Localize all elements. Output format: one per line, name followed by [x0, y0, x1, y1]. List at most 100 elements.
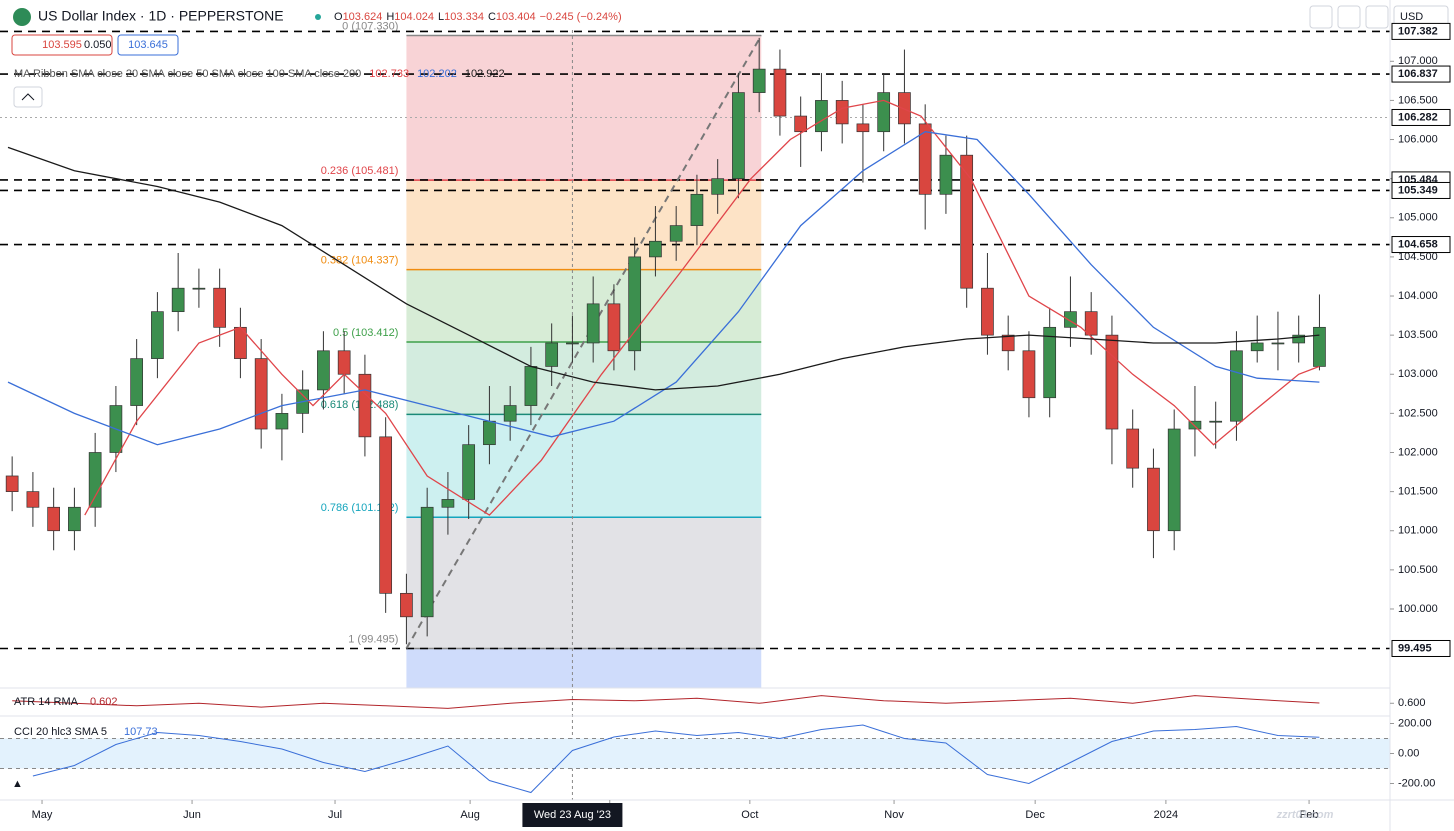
- candle-body: [88, 452, 102, 508]
- price-badge: [1391, 108, 1451, 126]
- candle-body: [483, 420, 496, 446]
- candle-body: [171, 287, 185, 313]
- spread: 0.050: [84, 39, 112, 51]
- fib-zone: [406, 269, 762, 343]
- ma-line: [84, 99, 1320, 516]
- candle-body: [1022, 350, 1036, 399]
- price-badge: [1391, 639, 1451, 657]
- cci-label: CCI 20 hlc3 SMA 5: [14, 726, 107, 738]
- ohlc-value: 104.024: [394, 11, 434, 23]
- y-tick-label: 103.000: [1398, 368, 1438, 380]
- y-tick-label: -200.00: [1398, 777, 1435, 789]
- ask-box[interactable]: [117, 34, 179, 56]
- candle-body: [524, 366, 538, 406]
- cci-band: [0, 738, 1390, 769]
- ohlc-key: H: [386, 11, 394, 23]
- candle-body: [1209, 420, 1223, 423]
- y-tick-label: 0.600: [1398, 697, 1426, 709]
- atr-line: [12, 695, 1320, 709]
- change: −0.245 (−0.24%): [540, 11, 622, 23]
- market-status: [315, 14, 321, 20]
- candle-body: [1313, 326, 1326, 367]
- ohlc-value: 103.624: [343, 11, 383, 23]
- price-badge: [1391, 181, 1451, 199]
- candle-body: [669, 225, 683, 242]
- bid: 103.595: [42, 39, 82, 51]
- ma-value: 102.733: [369, 68, 409, 80]
- candle-body: [358, 373, 372, 438]
- candle-body: [213, 287, 227, 328]
- x-tick-label: May: [32, 809, 53, 821]
- crosshair-label: Wed 23 Aug '23: [534, 809, 611, 821]
- x-tick-label: Jun: [183, 809, 201, 821]
- candle-body: [566, 342, 579, 345]
- candle-body: [607, 303, 621, 352]
- ohlc-key: L: [438, 11, 444, 23]
- atr-value: 0.602: [90, 696, 118, 708]
- symbol-logo: [13, 8, 31, 26]
- atr-label: ATR 14 RMA: [14, 696, 79, 708]
- candle-body: [47, 506, 61, 532]
- price-badge-label: 106.282: [1398, 111, 1438, 123]
- candle-body: [856, 123, 870, 133]
- candle-body: [1064, 311, 1077, 328]
- y-tick-label: 102.500: [1398, 407, 1438, 419]
- price-badge-label: 99.495: [1398, 642, 1432, 654]
- candle-body: [773, 68, 787, 117]
- ma-value: 102.202: [417, 68, 457, 80]
- y-tick-label: 0.00: [1398, 747, 1419, 759]
- price-badge-label: 104.658: [1398, 238, 1438, 250]
- y-tick-label: 200.00: [1398, 717, 1432, 729]
- candle-body: [711, 178, 725, 195]
- candle-body: [1271, 342, 1285, 345]
- cci-line: [32, 724, 1320, 794]
- candle-body: [1188, 420, 1202, 430]
- candle-body: [960, 154, 974, 289]
- chevron-icon: [21, 93, 35, 101]
- y-tick-label: 106.500: [1398, 94, 1438, 106]
- candle-body: [981, 287, 994, 336]
- toolbar-button[interactable]: [1337, 5, 1361, 29]
- ohlc-value: 103.404: [496, 11, 536, 23]
- candle-body: [26, 491, 40, 508]
- watermark: zzrt01.com: [1276, 809, 1334, 821]
- toolbar-button[interactable]: [1309, 5, 1333, 29]
- ma-line: [7, 146, 1320, 391]
- ohlc-header: O103.624 H104.024 L103.334 C103.404 −0.245 (…: [334, 11, 622, 23]
- fib-zone: [406, 342, 762, 415]
- y-tick-label: 100.000: [1398, 603, 1438, 615]
- y-tick-label: 101.000: [1398, 525, 1438, 537]
- y-tick-label: 106.000: [1398, 133, 1438, 145]
- y-tick-label: 105.000: [1398, 212, 1438, 224]
- candle-body: [337, 350, 351, 375]
- cci-value: 107.73: [124, 726, 158, 738]
- bid-box[interactable]: [11, 34, 113, 56]
- price-badge-label: 107.382: [1398, 25, 1438, 37]
- candle-body: [5, 475, 19, 492]
- toolbar-button[interactable]: [1365, 5, 1389, 29]
- candle-body: [815, 100, 828, 133]
- fib-zone: [406, 180, 762, 270]
- candle-body: [317, 350, 330, 391]
- candle-body: [1167, 428, 1181, 532]
- fib-label: 0.786 (101.172): [321, 502, 399, 514]
- candle-body: [545, 342, 559, 367]
- candle-body: [939, 154, 953, 195]
- candle-body: [1043, 326, 1057, 399]
- x-tick-label: Feb: [1300, 809, 1319, 821]
- candle-body: [1001, 334, 1015, 352]
- price-badge: [1391, 236, 1451, 254]
- y-tick-label: 104.500: [1398, 251, 1438, 263]
- candle-body: [441, 499, 455, 508]
- candle-body: [898, 92, 911, 125]
- candle-body: [130, 358, 144, 406]
- candle-body: [690, 193, 704, 226]
- y-tick-label: 107.000: [1398, 55, 1438, 67]
- price-badge-label: 106.837: [1398, 68, 1438, 80]
- y-tick-label: 103.500: [1398, 329, 1438, 341]
- collapse-button[interactable]: [13, 86, 43, 108]
- fib-zone: [406, 517, 762, 649]
- ask: 103.645: [128, 39, 168, 51]
- candle-body: [254, 358, 268, 430]
